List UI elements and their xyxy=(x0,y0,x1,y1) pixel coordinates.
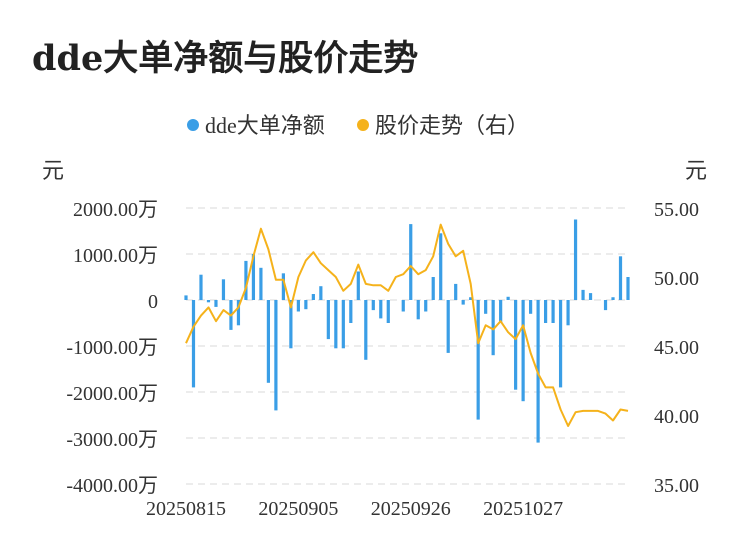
right-axis-tick-label: 40.00 xyxy=(654,406,699,428)
bar xyxy=(409,224,413,300)
bar xyxy=(184,295,188,300)
bar xyxy=(251,254,256,300)
bar xyxy=(506,296,510,300)
bar xyxy=(611,297,615,300)
bar xyxy=(304,300,308,310)
bar xyxy=(221,279,226,300)
left-axis-tick-label: 2000.00万 xyxy=(73,199,158,221)
chart-title: dde大单净额与股价走势 xyxy=(32,38,419,79)
bar xyxy=(349,300,353,323)
bar xyxy=(588,293,593,300)
left-axis-tick-label: -4000.00万 xyxy=(66,475,158,497)
bar xyxy=(236,300,241,326)
line-series xyxy=(185,223,629,427)
bar xyxy=(416,300,420,320)
bar xyxy=(341,300,345,349)
bar xyxy=(529,300,533,314)
bar xyxy=(364,300,368,360)
bar xyxy=(424,300,428,312)
bar xyxy=(266,300,271,383)
left-axis-tick-label: 0 xyxy=(148,291,158,313)
left-axis-tick-label: -2000.00万 xyxy=(66,383,158,405)
bar xyxy=(289,300,293,349)
bar xyxy=(431,277,435,300)
bar xyxy=(461,300,465,305)
bar xyxy=(371,300,375,311)
right-axis-unit: 元 xyxy=(685,158,707,183)
bar xyxy=(311,294,315,300)
bar xyxy=(386,300,390,323)
x-axis-tick-label: 20251027 xyxy=(483,498,563,520)
left-axis-unit: 元 xyxy=(42,158,64,183)
legend-label-price: 股价走势（右） xyxy=(375,113,529,138)
bar xyxy=(274,300,278,411)
left-axis-tick-label: 1000.00万 xyxy=(73,245,158,267)
bar xyxy=(356,271,360,300)
bar xyxy=(558,300,563,388)
right-axis-tick-label: 55.00 xyxy=(654,199,699,221)
right-axis-tick-label: 50.00 xyxy=(654,268,699,290)
bar-series xyxy=(184,219,630,443)
bar xyxy=(319,286,323,300)
x-axis-tick-label: 20250815 xyxy=(146,498,226,520)
price-line xyxy=(185,223,629,427)
bar xyxy=(199,274,203,300)
bar xyxy=(214,300,218,307)
right-axis-tick-label: 45.00 xyxy=(654,337,699,359)
bar xyxy=(259,267,263,300)
bar xyxy=(469,297,473,300)
bar xyxy=(244,260,248,300)
legend-label-dde: dde大单净额 xyxy=(205,113,325,138)
right-axis-tick-label: 35.00 xyxy=(654,475,699,497)
bar xyxy=(401,300,405,312)
bar xyxy=(521,300,525,402)
x-axis-tick-label: 20250926 xyxy=(371,498,451,520)
legend-marker-dde xyxy=(187,119,199,131)
bar xyxy=(454,283,458,300)
bar xyxy=(379,300,383,319)
bar xyxy=(491,300,495,356)
axes: 2000.00万 1000.00万 0 -1000.00万 -2000.00万 -3000… xyxy=(66,199,699,520)
bar xyxy=(206,300,211,303)
bar xyxy=(566,300,570,326)
bar xyxy=(573,219,578,300)
bar xyxy=(543,300,548,323)
legend: dde大单净额 股价走势（右） xyxy=(187,113,529,138)
legend-marker-price xyxy=(357,119,369,131)
bar xyxy=(281,273,285,300)
bar xyxy=(296,300,300,312)
bar xyxy=(514,300,518,390)
x-axis-tick-label: 20250905 xyxy=(258,498,338,520)
bar xyxy=(476,300,480,420)
bar xyxy=(326,300,330,340)
bar xyxy=(626,277,630,300)
left-axis-tick-label: -1000.00万 xyxy=(66,337,158,359)
bar xyxy=(603,300,608,311)
bar xyxy=(439,233,443,300)
bar xyxy=(499,300,503,323)
bar xyxy=(551,300,555,323)
bar xyxy=(581,289,585,300)
bar xyxy=(446,300,450,353)
bar xyxy=(618,256,623,300)
bar xyxy=(334,300,338,349)
bar xyxy=(484,300,488,314)
bar xyxy=(191,300,196,388)
left-axis-tick-label: -3000.00万 xyxy=(66,429,158,451)
